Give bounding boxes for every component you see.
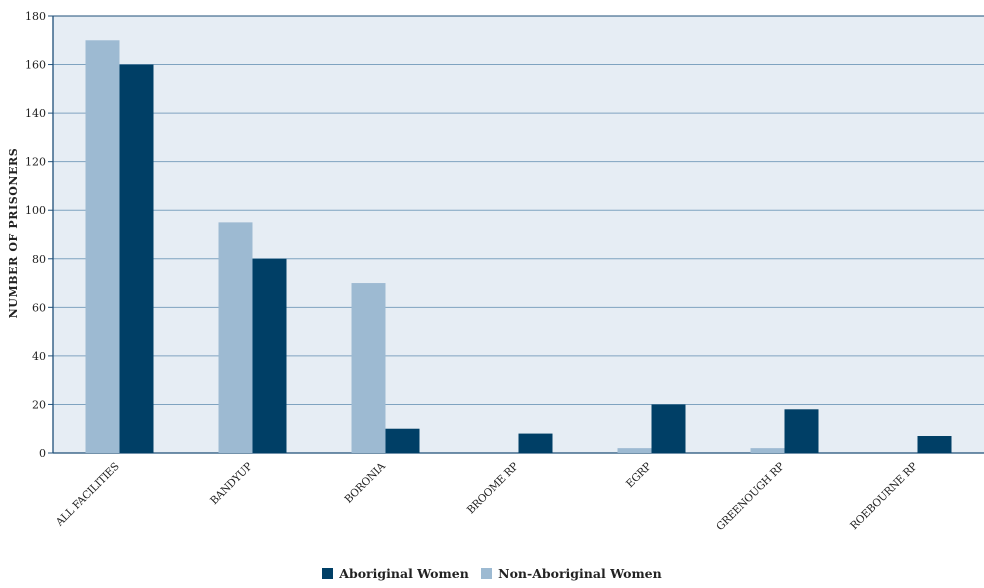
bar-aboriginal-women-bandyup [252,258,287,453]
y-tick-label-100: 100 [25,204,46,217]
y-tick-label-40: 40 [32,350,46,363]
y-tick-label-160: 160 [25,59,46,72]
y-tick-label-120: 120 [25,156,46,169]
bar-non-aboriginal-women-egrp [617,448,652,453]
x-tick-label-boronia: BORONIA [342,460,388,506]
x-tick-label-broome-rp: BROOME RP [465,460,521,516]
bar-non-aboriginal-women-boronia [351,283,386,453]
y-tick-label-20: 20 [32,398,46,411]
y-axis-label: NUMBER OF PRISONERS [7,148,20,319]
bar-aboriginal-women-broome-rp [518,433,553,453]
bar-non-aboriginal-women-all-facilities [85,40,120,454]
y-tick-label-180: 180 [25,10,46,23]
y-tick-label-60: 60 [32,301,46,314]
y-axis: 0 20 40 60 80 100 120 140 160 180 [25,10,53,460]
bar-aboriginal-women-roebourne-rp [917,436,952,453]
bar-chart: 0 20 40 60 80 100 120 140 160 180 ALL FACILITIES B… [7,10,984,533]
legend-label-non-aboriginal: Non-Aboriginal Women [498,566,662,581]
bars [85,40,952,454]
legend-label-aboriginal: Aboriginal Women [339,566,469,581]
x-tick-label-greenough-rp: GREENOUGH RP [714,460,787,533]
y-tick-label-0: 0 [39,447,46,460]
bar-aboriginal-women-greenough-rp [784,409,819,453]
x-tick-label-bandyup: BANDYUP [208,460,255,507]
legend-item-aboriginal: Aboriginal Women [322,566,469,581]
plot-background [53,16,984,453]
x-tick-label-roebourne-rp: ROEBOURNE RP [848,460,920,532]
x-tick-label-egrp: EGRP [624,460,654,490]
x-tick-label-all-facilities: ALL FACILITIES [53,461,122,530]
bar-aboriginal-women-boronia [385,428,420,453]
bar-aboriginal-women-egrp [651,404,686,453]
legend-swatch-aboriginal [322,568,334,579]
legend-item-non-aboriginal: Non-Aboriginal Women [481,566,662,581]
legend: Aboriginal Women Non-Aboriginal Women [0,566,984,582]
plot-area [52,15,984,454]
legend-swatch-non-aboriginal [481,568,493,579]
x-axis: ALL FACILITIES BANDYUP BORONIA BROOME RP EGR… [53,460,920,533]
bar-non-aboriginal-women-greenough-rp [750,448,785,453]
bar-non-aboriginal-women-bandyup [218,222,253,453]
y-tick-label-140: 140 [25,107,46,120]
y-tick-label-80: 80 [32,253,46,266]
bar-aboriginal-women-all-facilities [119,64,154,454]
